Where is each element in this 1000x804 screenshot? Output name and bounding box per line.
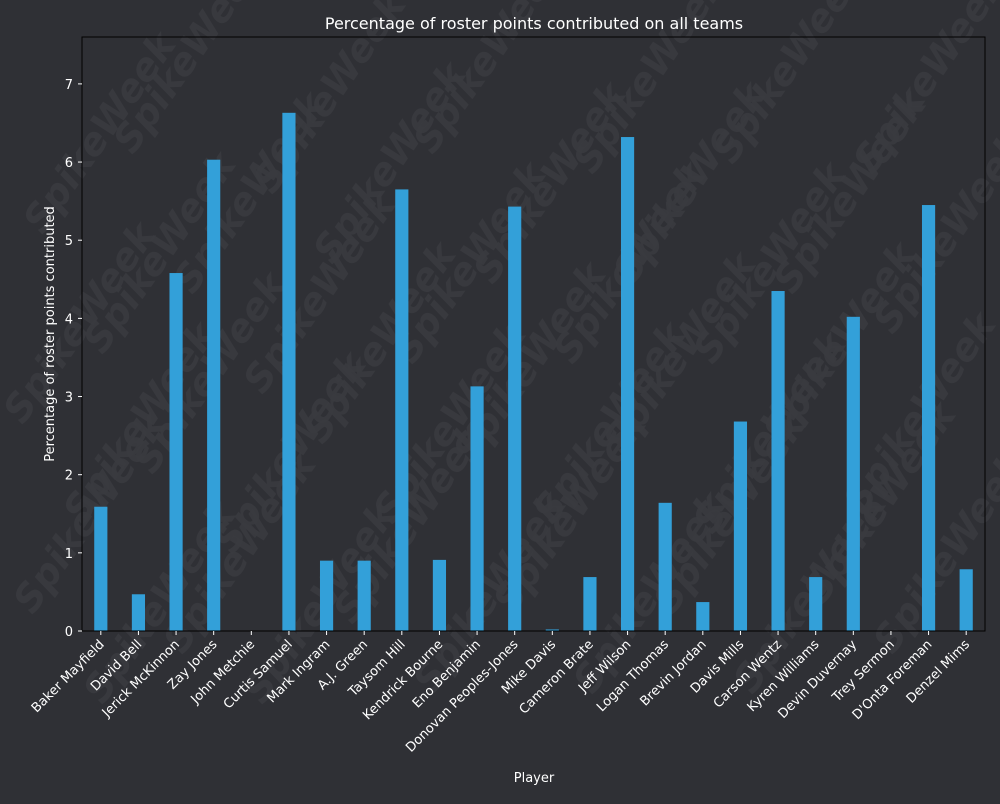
bar	[94, 506, 108, 631]
bar	[809, 577, 823, 631]
y-tick-label: 1	[65, 547, 73, 562]
bar	[771, 291, 785, 631]
bar	[658, 502, 672, 631]
y-tick-label: 0	[65, 625, 73, 640]
bar	[508, 206, 522, 631]
bar	[959, 569, 973, 631]
bar	[131, 594, 146, 631]
bar	[207, 159, 221, 631]
y-axis-title: Percentage of roster points contributed	[43, 206, 58, 462]
y-tick-label: 6	[65, 156, 73, 171]
bar	[395, 189, 409, 631]
bar	[282, 112, 296, 631]
bar	[319, 560, 334, 631]
bar	[583, 577, 597, 631]
y-tick-label: 4	[65, 312, 73, 327]
y-tick-label: 2	[65, 469, 73, 484]
bars-layer	[94, 112, 973, 632]
bar	[432, 559, 447, 631]
plot-frame	[81, 36, 986, 632]
axes-layer	[81, 36, 986, 632]
x-axis-title: Player	[514, 771, 555, 786]
bar	[169, 273, 183, 631]
bar	[620, 137, 635, 632]
bar	[733, 421, 748, 631]
bar	[470, 386, 484, 631]
chart-title: Percentage of roster points contributed …	[325, 14, 743, 33]
y-tick-label: 3	[65, 391, 73, 406]
y-tick-label: 7	[65, 78, 73, 93]
bar	[846, 316, 860, 631]
bar	[696, 602, 710, 631]
bar	[545, 629, 559, 631]
bar	[357, 560, 371, 631]
y-tick-label: 5	[65, 234, 73, 249]
bar	[921, 205, 936, 632]
